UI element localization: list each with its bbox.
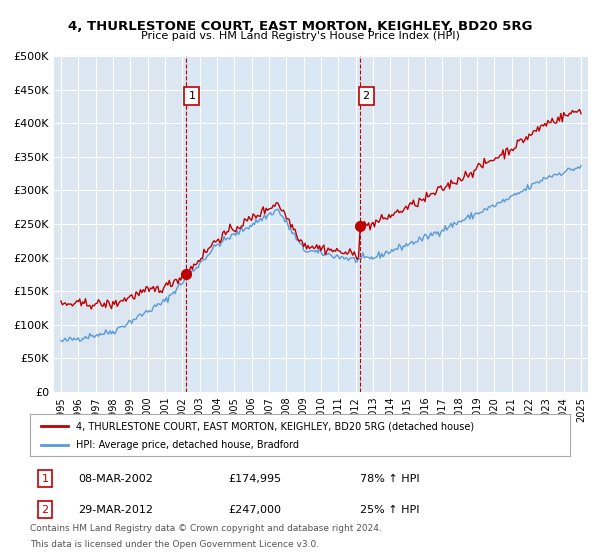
Text: £174,995: £174,995 <box>228 474 281 484</box>
Text: 2: 2 <box>362 91 370 101</box>
Text: 2: 2 <box>41 505 49 515</box>
Text: 4, THURLESTONE COURT, EAST MORTON, KEIGHLEY, BD20 5RG (detached house): 4, THURLESTONE COURT, EAST MORTON, KEIGH… <box>76 421 474 431</box>
Text: 78% ↑ HPI: 78% ↑ HPI <box>360 474 419 484</box>
Text: 08-MAR-2002: 08-MAR-2002 <box>78 474 153 484</box>
Text: 1: 1 <box>41 474 49 484</box>
Text: 4, THURLESTONE COURT, EAST MORTON, KEIGHLEY, BD20 5RG: 4, THURLESTONE COURT, EAST MORTON, KEIGH… <box>68 20 532 32</box>
Text: £247,000: £247,000 <box>228 505 281 515</box>
Text: 1: 1 <box>188 91 196 101</box>
Text: 25% ↑ HPI: 25% ↑ HPI <box>360 505 419 515</box>
Text: This data is licensed under the Open Government Licence v3.0.: This data is licensed under the Open Gov… <box>30 540 319 549</box>
Text: Price paid vs. HM Land Registry's House Price Index (HPI): Price paid vs. HM Land Registry's House … <box>140 31 460 41</box>
Text: Contains HM Land Registry data © Crown copyright and database right 2024.: Contains HM Land Registry data © Crown c… <box>30 524 382 533</box>
Text: HPI: Average price, detached house, Bradford: HPI: Average price, detached house, Brad… <box>76 440 299 450</box>
Bar <box>186 56 360 392</box>
Text: 29-MAR-2012: 29-MAR-2012 <box>78 505 153 515</box>
